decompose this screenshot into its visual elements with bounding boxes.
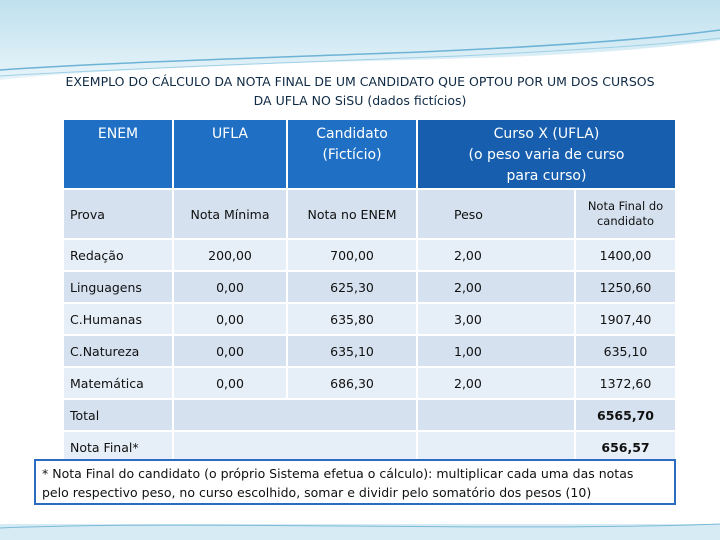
subheader-row: Prova Nota Mínima Nota no ENEM Peso Nota… — [64, 190, 675, 238]
nota-final-value: 656,57 — [576, 432, 675, 462]
header-enem: ENEM — [64, 120, 172, 188]
subheader-nota-final-line-2: candidato — [596, 214, 655, 228]
row-nota-minima: 0,00 — [174, 336, 286, 366]
row-nota-enem: 700,00 — [288, 240, 416, 270]
header-candidato-line-1: Candidato — [316, 126, 388, 142]
row-prova: Redação — [64, 240, 172, 270]
total-label: Total — [64, 400, 172, 430]
footnote-box: * Nota Final do candidato (o próprio Sis… — [34, 459, 676, 505]
row-nota-final: 1250,60 — [576, 272, 675, 302]
header-candidato-line-2: (Fictício) — [322, 147, 382, 163]
subheader-prova: Prova — [64, 190, 172, 238]
table-row: Matemática 0,00 686,30 2,00 1372,60 — [64, 368, 675, 398]
subheader-nota-minima: Nota Mínima — [174, 190, 286, 238]
header-curso-line-2: (o peso varia de curso — [468, 147, 625, 163]
header-curso: Curso X (UFLA) (o peso varia de curso pa… — [418, 120, 675, 188]
footnote-line-1: * Nota Final do candidato (o próprio Sis… — [42, 464, 668, 483]
header-candidato: Candidato (Fictício) — [288, 120, 416, 188]
row-nota-minima: 0,00 — [174, 272, 286, 302]
row-nota-final: 1907,40 — [576, 304, 675, 334]
row-nota-enem: 686,30 — [288, 368, 416, 398]
table-row: Linguagens 0,00 625,30 2,00 1250,60 — [64, 272, 675, 302]
header-ufla: UFLA — [174, 120, 286, 188]
nota-final-empty — [174, 432, 416, 462]
header-curso-line-3: para curso) — [506, 168, 587, 184]
nota-final-empty-2 — [418, 432, 574, 462]
title-line-1: EXEMPLO DO CÁLCULO DA NOTA FINAL DE UM C… — [65, 74, 655, 89]
row-peso: 2,00 — [418, 272, 574, 302]
row-nota-enem: 635,10 — [288, 336, 416, 366]
nota-final-label: Nota Final* — [64, 432, 172, 462]
total-row: Total 6565,70 — [64, 400, 675, 430]
row-nota-final: 1400,00 — [576, 240, 675, 270]
row-peso: 1,00 — [418, 336, 574, 366]
page-title: EXEMPLO DO CÁLCULO DA NOTA FINAL DE UM C… — [30, 72, 690, 110]
header-curso-line-1: Curso X (UFLA) — [493, 126, 600, 142]
table-row: C.Natureza 0,00 635,10 1,00 635,10 — [64, 336, 675, 366]
subheader-peso: Peso — [418, 190, 574, 238]
row-prova: C.Natureza — [64, 336, 172, 366]
nota-final-row: Nota Final* 656,57 — [64, 432, 675, 462]
score-table: ENEM UFLA Candidato (Fictício) Curso X (… — [62, 118, 677, 464]
row-prova: Linguagens — [64, 272, 172, 302]
footnote-line-2: pelo respectivo peso, no curso escolhido… — [42, 485, 592, 500]
subheader-nota-final-line-1: Nota Final do — [587, 199, 664, 213]
row-prova: C.Humanas — [64, 304, 172, 334]
row-nota-minima: 0,00 — [174, 304, 286, 334]
subheader-nota-enem: Nota no ENEM — [288, 190, 416, 238]
total-empty — [174, 400, 416, 430]
footnote-rest: multiplicar cada uma das notas — [432, 466, 634, 481]
table-row: Redação 200,00 700,00 2,00 1400,00 — [64, 240, 675, 270]
row-peso: 2,00 — [418, 240, 574, 270]
row-nota-enem: 625,30 — [288, 272, 416, 302]
row-nota-enem: 635,80 — [288, 304, 416, 334]
footnote-bold: * Nota Final do candidato (o próprio Sis… — [42, 466, 433, 481]
subheader-nota-final: Nota Final do candidato — [576, 190, 675, 238]
row-nota-final: 635,10 — [576, 336, 675, 366]
table-row: C.Humanas 0,00 635,80 3,00 1907,40 — [64, 304, 675, 334]
row-peso: 3,00 — [418, 304, 574, 334]
row-nota-minima: 0,00 — [174, 368, 286, 398]
row-peso: 2,00 — [418, 368, 574, 398]
row-prova: Matemática — [64, 368, 172, 398]
row-nota-final: 1372,60 — [576, 368, 675, 398]
row-nota-minima: 200,00 — [174, 240, 286, 270]
title-line-2: DA UFLA NO SiSU (dados fictícios) — [253, 93, 467, 108]
total-empty-2 — [418, 400, 574, 430]
total-value: 6565,70 — [576, 400, 675, 430]
